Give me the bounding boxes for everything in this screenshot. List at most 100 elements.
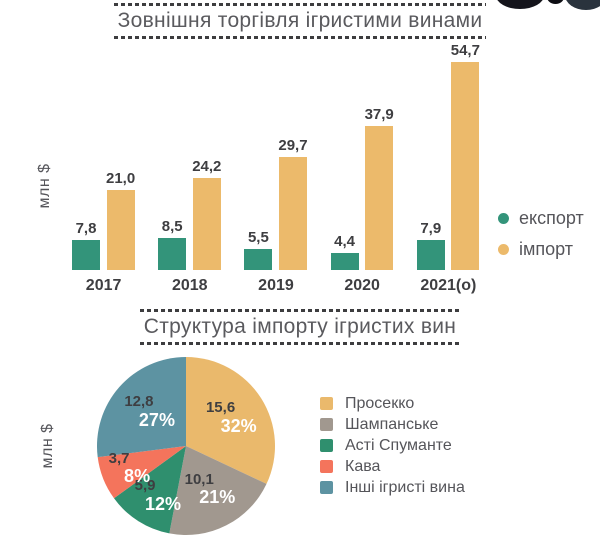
legend-label: експорт (519, 207, 584, 228)
bar-group-2021(о): 7,9 54,7 2021(о) (416, 40, 480, 295)
import-bar (451, 62, 480, 270)
bar-chart-ylabel: млн $ (36, 163, 53, 209)
legend-dot-icon (498, 243, 509, 255)
bar-group-2017: 7,8 21,0 2017 (72, 40, 135, 295)
pie-pct-label: 32% (220, 415, 257, 436)
pie-slice-label: 12,8 27% (124, 394, 175, 431)
import-bar (278, 157, 307, 270)
bar-value-label: 21,0 (106, 170, 136, 187)
legend-item-Кава: Кава (320, 457, 465, 476)
bar-chart-legend: експорт імпорт (498, 207, 584, 269)
pie-slice-Шампанське (169, 446, 267, 535)
export-bar (244, 249, 273, 270)
bar-chart-title: Зовнішня торгівля ігристими винами (117, 9, 483, 32)
pie-value-label: 15,6 (205, 399, 236, 417)
import-bar (192, 178, 221, 270)
pie-slice-label: 5,9 12% (135, 478, 181, 515)
pie-value-label: 10,1 (184, 470, 214, 488)
bar-value-label: 5,5 (247, 229, 269, 246)
bar-column: 54,7 (451, 42, 480, 270)
export-bar (416, 240, 445, 270)
bar-column: 7,9 (416, 220, 445, 270)
pie-slice-Асті Спуманте (114, 446, 186, 534)
bar-column: 7,8 (72, 220, 100, 270)
dashed-rule (113, 36, 487, 39)
bar-pair: 5,5 29,7 (244, 40, 308, 270)
bar-column: 21,0 (106, 170, 135, 270)
bar-column: 24,2 (192, 158, 221, 270)
bar-value-label: 4,4 (334, 233, 355, 250)
pie-pct-label: 12% (145, 493, 182, 514)
pie-slice-label: 3,7 8% (109, 450, 150, 487)
dashed-rule (113, 3, 487, 6)
legend-item-Асті Спуманте: Асті Спуманте (320, 436, 465, 455)
bar-value-label: 29,7 (278, 137, 308, 154)
photo-blob-icon (496, 0, 544, 9)
pie-chart-title: Структура імпорту ігристих вин (143, 315, 457, 338)
pie-pct-label: 27% (138, 409, 175, 430)
dashed-rule (139, 309, 461, 312)
bar-chart-plot: 7,8 21,0 2017 8,5 24,2 2018 5,5 29,7 2019 4,4 37,9… (72, 40, 480, 295)
pie-chart-plot (97, 357, 275, 535)
pie-slice-Кава (97, 446, 186, 499)
bar-pair: 7,9 54,7 (416, 40, 480, 270)
bar-value-label: 54,7 (450, 42, 480, 59)
legend-label: Кава (345, 457, 381, 475)
import-bar (365, 126, 394, 270)
legend-label: Просекко (345, 394, 415, 412)
x-axis-tick-label: 2019 (258, 277, 294, 294)
legend-item-Шампанське: Шампанське (320, 415, 465, 434)
legend-swatch-icon (320, 439, 333, 452)
dashed-rule (139, 342, 461, 345)
bar-value-label: 8,5 (161, 218, 183, 235)
bar-column: 8,5 (158, 218, 187, 270)
pie-slice-Просекко (186, 357, 275, 484)
bar-pair: 8,5 24,2 (158, 40, 221, 270)
pie-slice-Інші ігристі вина (97, 357, 186, 458)
legend-item-експорт: експорт (498, 207, 584, 229)
bar-chart-title-block: Зовнішня торгівля ігристими винами (0, 3, 600, 39)
pie-pct-label: 21% (199, 486, 236, 507)
bar-pair: 4,4 37,9 (330, 40, 394, 270)
export-bar (158, 238, 187, 270)
legend-item-Інші ігристі вина: Інші ігристі вина (320, 478, 465, 497)
bar-value-label: 24,2 (192, 158, 222, 175)
bar-column: 4,4 (330, 233, 359, 270)
legend-label: Шампанське (345, 415, 439, 433)
legend-swatch-icon (320, 481, 333, 494)
photo-blob-icon (547, 0, 564, 4)
bar-pair: 7,8 21,0 (72, 40, 135, 270)
legend-swatch-icon (320, 460, 333, 473)
export-bar (330, 253, 359, 270)
bar-group-2018: 8,5 24,2 2018 (158, 40, 221, 295)
legend-label: Асті Спуманте (345, 436, 452, 454)
legend-label: імпорт (519, 238, 573, 259)
bar-group-2019: 5,5 29,7 2019 (244, 40, 308, 295)
x-axis-tick-label: 2018 (171, 277, 208, 294)
bar-group-2020: 4,4 37,9 2020 (330, 40, 394, 295)
bar-column: 29,7 (278, 137, 308, 270)
pie-pct-label: 8% (124, 466, 151, 487)
photo-blob-icon (565, 0, 600, 10)
pie-slice-label: 10,1 21% (185, 471, 236, 508)
pie-value-label: 3,7 (108, 450, 130, 468)
export-bar (72, 240, 100, 270)
bar-column: 5,5 (244, 229, 273, 270)
legend-swatch-icon (320, 418, 333, 431)
pie-value-label: 12,8 (124, 393, 154, 411)
bar-value-label: 37,9 (364, 106, 394, 123)
legend-item-імпорт: імпорт (498, 238, 584, 260)
legend-dot-icon (498, 212, 509, 224)
x-axis-tick-label: 2020 (344, 277, 380, 294)
pie-chart-title-block: Структура імпорту ігристих вин (0, 309, 600, 345)
legend-swatch-icon (320, 397, 333, 410)
legend-item-Просекко: Просекко (320, 394, 465, 413)
bar-value-label: 7,9 (420, 220, 442, 237)
bar-value-label: 7,8 (75, 220, 97, 237)
pie-value-label: 5,9 (134, 477, 156, 495)
import-bar (106, 190, 135, 270)
x-axis-tick-label: 2021(о) (420, 277, 477, 294)
bar-column: 37,9 (365, 106, 394, 270)
pie-chart-legend: Просекко Шампанське Асті Спуманте Кава Інші … (320, 394, 465, 499)
